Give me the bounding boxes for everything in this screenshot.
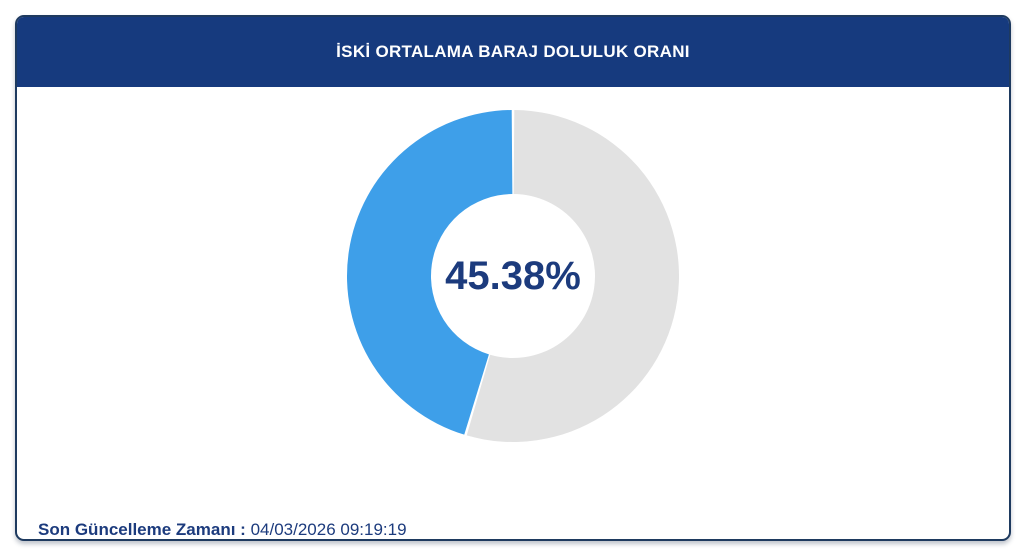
- card-body: 45.38% Son Güncelleme Zamanı : 04/03/202…: [17, 108, 1009, 539]
- donut-segment-1[interactable]: [466, 110, 680, 442]
- donut-chart-svg: [347, 110, 680, 442]
- donut-segment-0[interactable]: [347, 110, 513, 435]
- last-update-label: Son Güncelleme Zamanı: [38, 520, 236, 539]
- card-header: İSKİ ORTALAMA BARAJ DOLULUK ORANI: [17, 17, 1009, 87]
- last-update-timestamp: 04/03/2026 09:19:19: [250, 520, 407, 539]
- last-update-separator: :: [235, 520, 251, 539]
- donut-chart: 45.38%: [345, 108, 681, 444]
- last-update-note: Son Güncelleme Zamanı : 04/03/2026 09:19…: [38, 520, 407, 539]
- card-title: İSKİ ORTALAMA BARAJ DOLULUK ORANI: [336, 42, 690, 61]
- dam-occupancy-card: İSKİ ORTALAMA BARAJ DOLULUK ORANI 45.38%…: [15, 15, 1011, 541]
